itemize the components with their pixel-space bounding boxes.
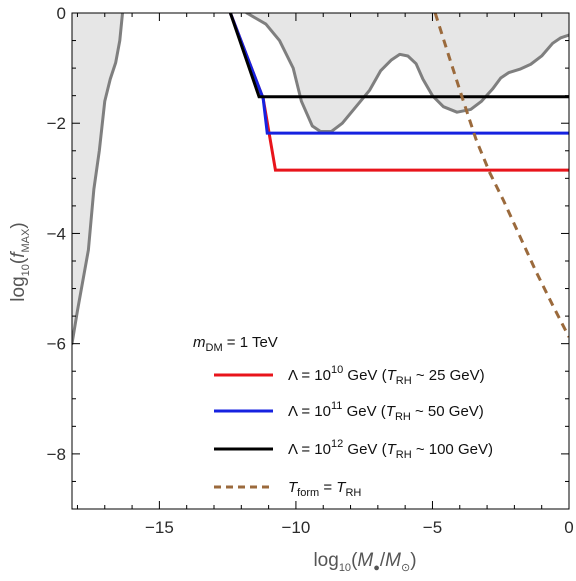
axis-ticks: −15 −10 −5 0 0 −2 −4 −6 −8 xyxy=(47,4,574,537)
x-tick-label: −15 xyxy=(145,518,174,537)
y-tick-label: −2 xyxy=(47,114,66,133)
series-line-blue xyxy=(228,13,569,135)
constraint-boundary-right xyxy=(245,13,569,133)
y-tick-label: −4 xyxy=(47,224,66,243)
series-lines xyxy=(228,13,569,338)
legend-label-red: Λ = 1010 GeV (TRH ~ 25 GeV) xyxy=(288,364,485,387)
x-tick-label: −5 xyxy=(423,518,442,537)
legend: mDM = 1 TeV Λ = 1010 GeV (TRH ~ 25 GeV) … xyxy=(193,334,493,499)
series-line-black xyxy=(228,13,569,99)
legend-label-blue: Λ = 1011 GeV (TRH ~ 50 GeV) xyxy=(288,400,484,423)
y-tick-label: 0 xyxy=(57,4,66,23)
legend-label-black: Λ = 1012 GeV (TRH ~ 100 GeV) xyxy=(288,438,493,461)
x-tick-label: 0 xyxy=(564,518,573,537)
constraint-region-left xyxy=(72,13,123,509)
constraint-region-right xyxy=(246,13,569,132)
y-tick-label: −8 xyxy=(47,445,66,464)
constraint-boundary-left xyxy=(72,13,125,346)
legend-label-dashed: Tform = TRH xyxy=(288,479,361,499)
x-axis-label: log10(M●/M⊙) xyxy=(313,550,416,574)
y-tick-label: −6 xyxy=(47,335,66,354)
x-tick-label: −10 xyxy=(282,518,311,537)
constraint-regions xyxy=(72,13,569,509)
y-axis-label: log10(fMAX) xyxy=(8,222,32,301)
series-line-dashed xyxy=(433,13,569,338)
legend-header: mDM = 1 TeV xyxy=(193,334,278,354)
